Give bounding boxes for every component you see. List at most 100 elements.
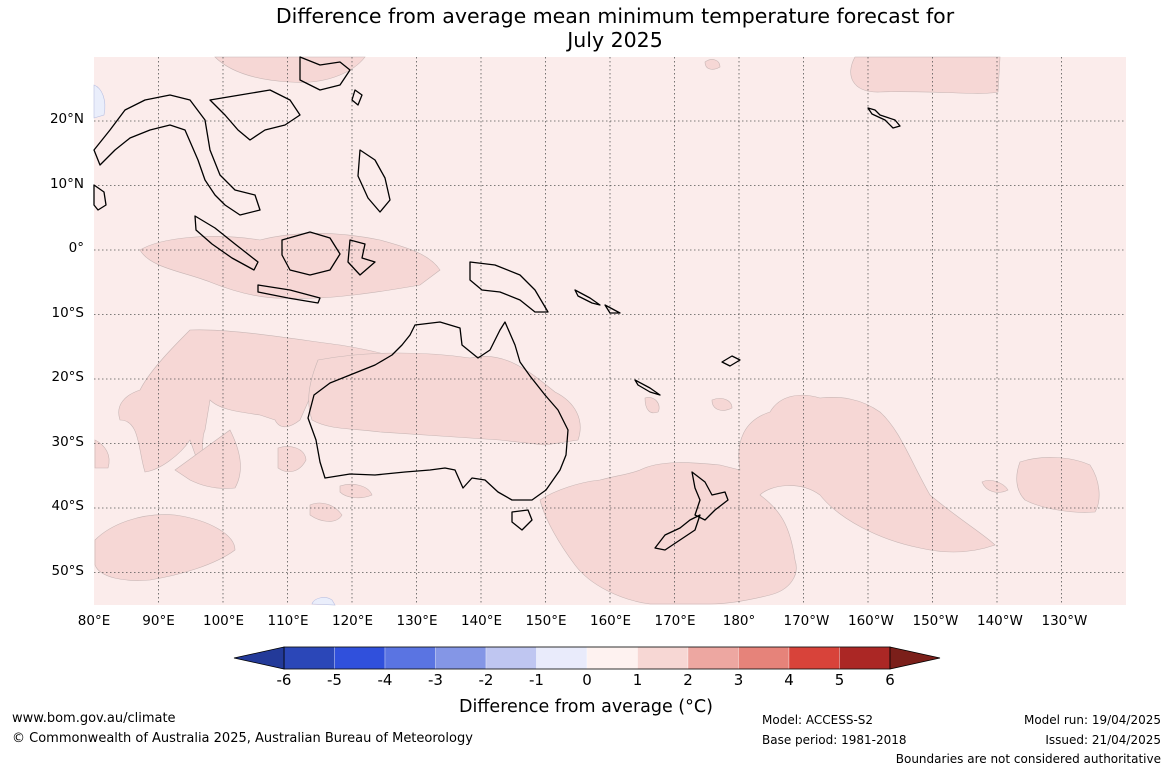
chart-title-line2: July 2025 [567,28,663,52]
model-run-text: Model run: 19/04/2025 [1023,713,1161,727]
colorbar-unit: °C [685,697,707,717]
longitude-label: 150°E [525,613,567,629]
negative-anomaly-shading [93,84,336,606]
coastline-java [257,284,321,304]
coastlines [93,56,901,551]
coastline-japan-taiwan [299,56,363,106]
anomaly-patch-small-5 [711,398,733,411]
anomaly-patch-small-7 [704,59,721,70]
coastline-sulawesi [347,239,376,276]
colorbar-tick-label: -1 [529,671,544,689]
map-frame [93,56,1126,606]
colorbar-cell [586,646,638,670]
anomaly-patch-equator [139,232,441,299]
colorbar-cell [334,646,386,670]
coastline-fiji [721,355,741,367]
colorbar-right-arrow [889,646,941,670]
colorbar-cell [536,646,588,670]
colorbar-left-arrow [233,646,285,670]
coastline-sri-lanka [93,184,107,211]
colorbar-cell [283,646,335,670]
issued-text: Issued: 21/04/2025 [1045,733,1161,747]
coastline-mainland-asia [93,94,261,216]
latitude-label: 40°S [51,498,85,514]
colorbar-cell [637,646,689,670]
anomaly-patch-small-3 [339,484,373,499]
colorbar [233,646,941,670]
longitude-label: 110°E [267,613,309,629]
coastline-tasmania [511,509,533,531]
colorbar-tick-label: 0 [582,671,592,689]
colorbar-tick-label: 3 [733,671,744,689]
latitude-label: 30°S [51,433,85,450]
anomaly-patch-south-indian [174,429,241,489]
chart-title: Difference from average mean minimum tem… [0,4,1173,52]
longitude-label: 100°E [203,613,245,629]
anomaly-patch-australia [308,352,581,446]
coastline-borneo [281,231,341,276]
website-link[interactable]: www.bom.gov.au/climate [12,711,176,726]
disclaimer-text: Boundaries are not considered authoritat… [895,752,1161,766]
coastline-sumatra [194,215,259,271]
anomaly-patch-small-4 [644,397,660,414]
latitude-label: 50°S [51,562,85,579]
longitude-label: 130°E [396,613,438,629]
longitude-label: 160°E [590,613,632,629]
colorbar-cell [788,646,840,670]
colorbar-cells [283,646,891,670]
negative-patch-2 [311,597,336,606]
longitude-label: 140°W [977,613,1023,629]
longitude-label: 180° [722,613,756,629]
coastline-new-zealand-north [691,471,729,521]
chart-title-line1: Difference from average mean minimum tem… [275,4,955,28]
colorbar-title-text: Difference from average ( [459,697,686,717]
colorbar-cell [485,646,537,670]
colorbar-cell [738,646,790,670]
colorbar-tick-label: -4 [377,671,393,689]
latitude-label: 20°S [51,369,85,385]
coastline-hawaii [867,107,901,129]
anomaly-patch-small-6 [981,480,1009,493]
coastline-new-zealand-south [654,514,701,551]
colorbar-cell [435,646,487,670]
coastline-new-caledonia [634,379,661,396]
coastline-china [209,89,301,141]
coastline-australia [307,321,569,501]
colorbar-tick-label: 4 [784,671,794,689]
colorbar-tick-label: 1 [632,671,643,689]
longitude-label: 90°E [142,613,175,629]
colorbar-tick-label: 6 [885,671,895,689]
copyright-text: © Commonwealth of Australia 2025, Austra… [12,731,473,746]
coastline-philippines [357,149,391,213]
colorbar-cell [384,646,436,670]
longitude-label: 120°E [332,613,374,629]
model-text: Model: ACCESS-S2 [762,713,874,727]
longitude-label: 140°E [461,613,503,629]
latitude-label: 0° [68,240,84,256]
anomaly-patch-small-8 [94,439,110,469]
coastline-solomons [574,289,621,314]
colorbar-tick-label: 2 [683,671,693,689]
colorbar-tick-label: -5 [327,671,342,689]
anomaly-patch-southeast [1016,457,1100,513]
anomaly-patch-tasman [539,394,996,605]
colorbar-tick-label: -3 [428,671,443,689]
latitude-label: 20°N [49,111,84,127]
longitude-label: 170°E [654,613,696,629]
anomaly-patch-south-atlantic [94,514,236,581]
longitude-label: 160°W [848,613,894,629]
colorbar-cell [839,646,891,670]
colorbar-tick-label: -6 [276,671,292,689]
longitude-label: 80°E [77,613,111,629]
graticule [94,57,1126,605]
anomaly-patch-small-1 [277,446,307,473]
coastline-new-guinea [469,261,549,313]
colorbar-tick-label: -2 [478,671,494,689]
colorbar-cell [687,646,739,670]
colorbar-tick-label: 5 [834,671,845,689]
longitude-label: 130°W [1041,613,1088,629]
longitude-label: 150°W [912,613,959,629]
anomaly-shading [94,56,1100,605]
base-period-text: Base period: 1981-2018 [762,733,907,747]
